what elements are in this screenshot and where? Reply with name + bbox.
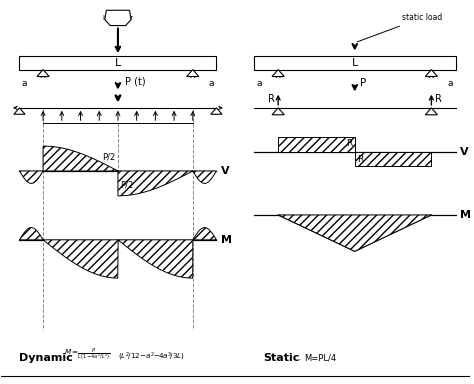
Bar	[19, 56, 217, 70]
Polygon shape	[278, 215, 431, 251]
Polygon shape	[43, 240, 193, 278]
Text: L: L	[352, 58, 358, 68]
Text: V: V	[221, 166, 230, 176]
Text: P/2: P/2	[120, 180, 134, 189]
Text: a: a	[256, 79, 262, 88]
Polygon shape	[118, 171, 193, 196]
Polygon shape	[193, 171, 217, 184]
Polygon shape	[19, 228, 43, 240]
Text: M: M	[460, 210, 471, 220]
Polygon shape	[14, 108, 25, 114]
Polygon shape	[272, 108, 284, 115]
Text: $M=\!\frac{P}{L(1\!-\!4a^2/L^2)}$: $M=\!\frac{P}{L(1\!-\!4a^2/L^2)}$	[64, 347, 111, 362]
Polygon shape	[193, 228, 217, 240]
Polygon shape	[278, 137, 355, 152]
Text: a: a	[209, 79, 214, 88]
Polygon shape	[211, 108, 222, 114]
Text: Static: Static	[264, 353, 300, 363]
Text: a: a	[22, 79, 27, 88]
Polygon shape	[425, 70, 438, 76]
Text: R: R	[435, 94, 442, 104]
Text: static load: static load	[357, 13, 442, 42]
Text: $(L^2\!/12\!-\!a^2\!\!-\!\!4a^3\!/3L)$: $(L^2\!/12\!-\!a^2\!\!-\!\!4a^3\!/3L)$	[118, 351, 185, 363]
Polygon shape	[37, 70, 49, 76]
Text: a: a	[448, 79, 453, 88]
Polygon shape	[355, 152, 431, 166]
Text: M: M	[221, 235, 232, 245]
Polygon shape	[272, 70, 284, 76]
Polygon shape	[425, 108, 438, 115]
Polygon shape	[187, 70, 199, 76]
Text: R: R	[267, 94, 274, 104]
Bar	[254, 56, 456, 70]
Text: P: P	[360, 78, 366, 88]
Text: P (t): P (t)	[125, 76, 146, 86]
Polygon shape	[105, 10, 131, 26]
Text: R: R	[346, 139, 352, 148]
Polygon shape	[19, 171, 43, 184]
Text: Impactor: Impactor	[102, 15, 134, 21]
Text: V: V	[460, 147, 469, 157]
Text: L: L	[115, 58, 121, 68]
Polygon shape	[43, 146, 118, 171]
Text: P/2: P/2	[102, 153, 116, 162]
Text: R: R	[357, 155, 364, 164]
Text: M=PL/4: M=PL/4	[305, 354, 337, 363]
Text: Dynamic: Dynamic	[19, 353, 73, 363]
